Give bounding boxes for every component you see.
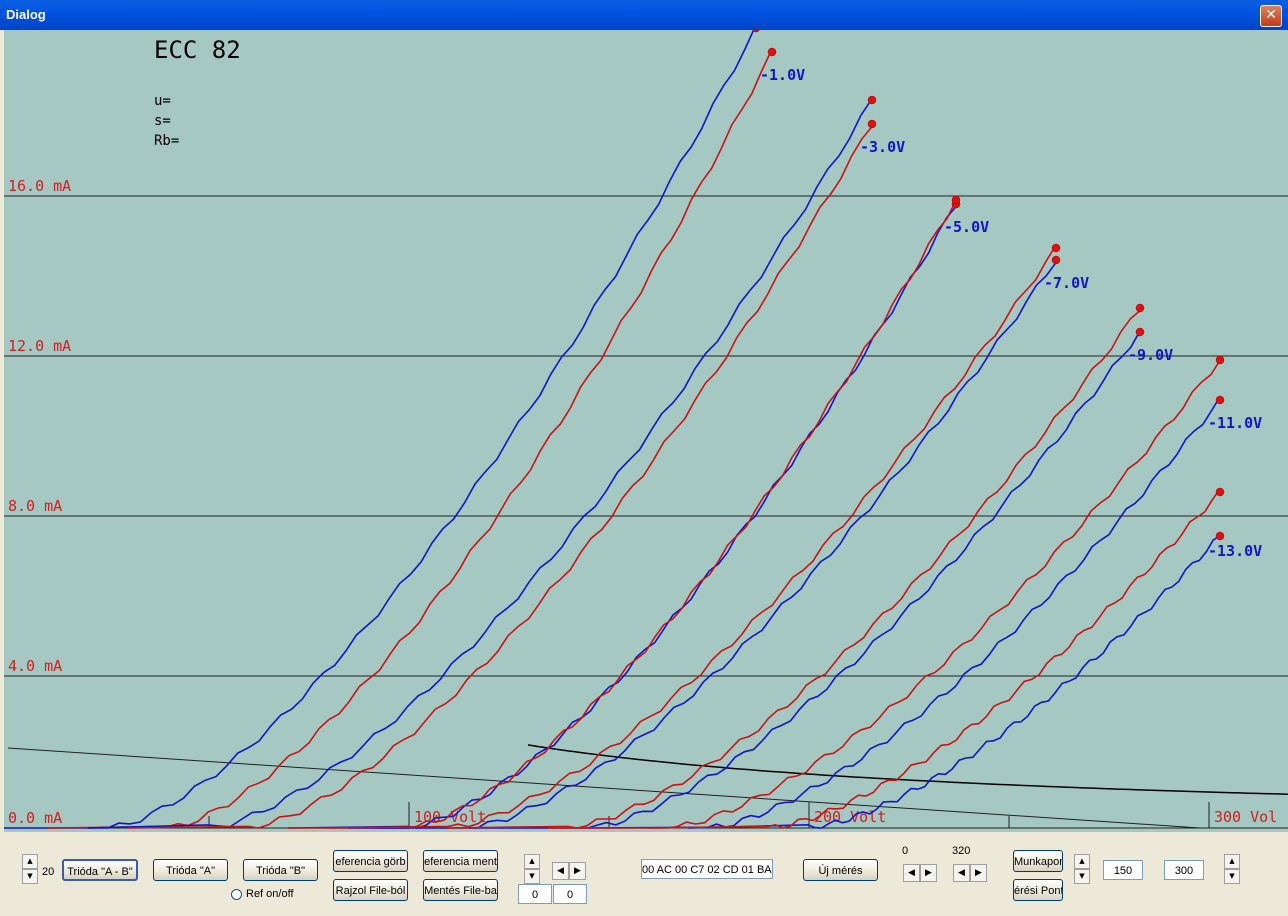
arrow-left-icon[interactable]: ◀ (953, 864, 970, 882)
arrow-right-icon[interactable]: ▶ (970, 864, 987, 882)
close-button[interactable]: ✕ (1260, 5, 1282, 27)
curve-endpoint-marker (1215, 395, 1225, 405)
curve--9.0V-red (447, 309, 1141, 829)
curve--9.0V-blue (468, 330, 1141, 829)
curve-label: -1.0V (760, 66, 805, 84)
curve-endpoint-marker (1135, 327, 1145, 337)
arrow-right-icon[interactable]: ▶ (569, 862, 586, 880)
meresi-pont-button[interactable]: érési Pont (1013, 879, 1063, 901)
value-300-input[interactable]: 300 (1164, 860, 1204, 880)
trioda-a-button[interactable]: Trióda "A" (153, 859, 228, 881)
ref-onoff-radio[interactable] (231, 889, 242, 900)
param-label: u= (154, 93, 171, 109)
referencia-mentes-button[interactable]: eferencia ment (423, 850, 498, 872)
y-tick-label: 4.0 mA (8, 657, 62, 675)
range-low-spinner[interactable]: ◀ ▶ (903, 864, 937, 882)
spin-up-icon[interactable]: ▲ (22, 854, 38, 869)
spin-down-icon[interactable]: ▼ (524, 869, 540, 884)
curve--3.0V-blue (87, 98, 873, 829)
curve-label: -9.0V (1128, 346, 1173, 364)
curve--13.0V-blue (687, 534, 1221, 829)
mentes-file-button[interactable]: Mentés File-ba (423, 879, 498, 901)
y-tick-label: 16.0 mA (8, 177, 71, 195)
curve-endpoint-marker (1215, 355, 1225, 365)
characteristic-plot: 0.0 mA 4.0 mA 8.0 mA 12.0 mA 16.0 mA 100 Volt… (4, 30, 1288, 832)
control-panel: ▲ ▼ 20 Trióda "A - B" Trióda "A" Trióda "… (0, 832, 1288, 916)
curve--13.0V-red (647, 488, 1221, 829)
count-spinner[interactable]: ▲ ▼ (22, 854, 38, 886)
uj-meres-button[interactable]: Új mérés (803, 859, 878, 881)
range-low-label: 0 (902, 845, 909, 857)
curve-endpoint-marker (867, 119, 877, 129)
curve--5.0V-red (288, 200, 957, 829)
spin-up-icon[interactable]: ▲ (1074, 854, 1090, 869)
trioda-b-button[interactable]: Trióda "B" (243, 859, 318, 881)
plot-background (4, 30, 1288, 832)
y-tick-label: 8.0 mA (8, 497, 62, 515)
curve-endpoint-marker (767, 47, 777, 57)
shift-spinner[interactable]: ◀ ▶ (552, 862, 586, 880)
curve-endpoint-marker (1215, 531, 1225, 541)
curve-label: -5.0V (944, 218, 989, 236)
curve-endpoint-marker (867, 95, 877, 105)
offset-b-input[interactable]: 0 (553, 884, 587, 904)
rajzol-file-button[interactable]: Rajzol File-ból (333, 879, 408, 901)
trioda-ab-button[interactable]: Trióda "A - B" (62, 859, 138, 881)
window-title: Dialog (6, 7, 46, 22)
tube-name: ECC 82 (154, 36, 241, 64)
curve-endpoint-marker (752, 30, 760, 33)
ref-onoff-label: Ref on/off (246, 888, 294, 900)
munkapont-button[interactable]: Munkapon (1013, 850, 1063, 872)
load-line (7, 747, 1201, 829)
curve--1.0V-red (47, 48, 773, 829)
value-spinner[interactable]: ▲ ▼ (1074, 854, 1090, 886)
title-bar: Dialog ✕ (0, 0, 1288, 30)
curve--7.0V-red (327, 244, 1057, 829)
count-value: 20 (42, 866, 55, 878)
value2-spinner[interactable]: ▲ ▼ (1224, 854, 1240, 886)
curve--3.0V-red (127, 126, 873, 829)
hex-data-input[interactable]: 00 AC 00 C7 02 CD 01 BA (641, 859, 773, 879)
curve-endpoint-marker (1051, 243, 1061, 253)
offset-spinner[interactable]: ▲ ▼ (524, 854, 540, 886)
spin-down-icon[interactable]: ▼ (1074, 869, 1090, 884)
y-tick-label: 12.0 mA (8, 337, 71, 355)
spin-up-icon[interactable]: ▲ (1224, 854, 1240, 869)
referencia-gorbe-button[interactable]: eferencia görb (333, 850, 408, 872)
curve-label: -13.0V (1208, 542, 1262, 560)
curve--11.0V-red (548, 359, 1221, 829)
value-150-input[interactable]: 150 (1103, 860, 1143, 880)
param-label: s= (154, 113, 171, 129)
curve--11.0V-blue (587, 396, 1221, 829)
spin-up-icon[interactable]: ▲ (524, 854, 540, 869)
curve--1.0V-blue (4, 30, 755, 829)
curve-endpoint-marker (1215, 487, 1225, 497)
curve-label: -11.0V (1208, 414, 1262, 432)
arrow-right-icon[interactable]: ▶ (920, 864, 937, 882)
x-tick-label: 300 Vol (1214, 808, 1277, 826)
curve--5.0V-blue (287, 206, 957, 829)
spin-down-icon[interactable]: ▼ (1224, 869, 1240, 884)
arrow-left-icon[interactable]: ◀ (903, 864, 920, 882)
arrow-left-icon[interactable]: ◀ (552, 862, 569, 880)
spin-down-icon[interactable]: ▼ (22, 869, 38, 884)
range-high-spinner[interactable]: ◀ ▶ (953, 864, 987, 882)
power-dissipation-curve (527, 744, 1288, 796)
curve--7.0V-blue (348, 262, 1057, 829)
curve-endpoint-marker (1135, 303, 1145, 313)
curve-label: -7.0V (1044, 274, 1089, 292)
curve-endpoint-marker (951, 195, 961, 205)
offset-a-input[interactable]: 0 (518, 884, 552, 904)
curve-label: -3.0V (860, 138, 905, 156)
param-label: Rb= (154, 133, 179, 149)
range-high-label: 320 (952, 845, 971, 857)
y-tick-label: 0.0 mA (8, 809, 62, 827)
curve-endpoint-marker (1051, 255, 1061, 265)
